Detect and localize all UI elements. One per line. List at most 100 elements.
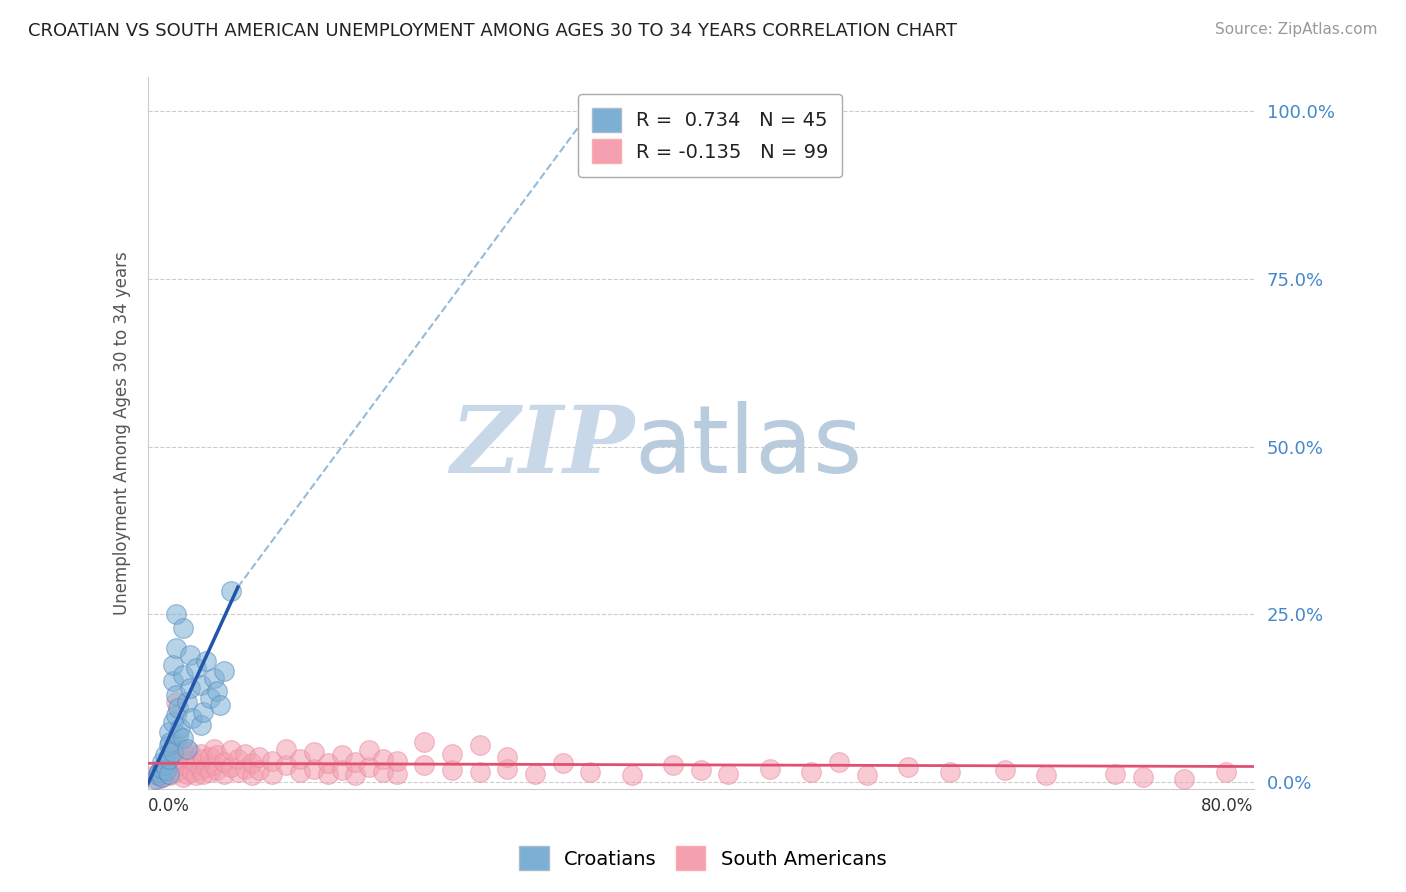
- Point: [157, 763, 180, 777]
- Point: [579, 103, 602, 118]
- Point: [186, 661, 208, 675]
- Point: [855, 768, 877, 782]
- Point: [155, 758, 177, 772]
- Point: [165, 688, 187, 702]
- Point: [496, 749, 519, 764]
- Point: [181, 711, 204, 725]
- Point: [344, 768, 367, 782]
- Point: [800, 764, 823, 779]
- Point: [1215, 764, 1237, 779]
- Point: [288, 751, 311, 765]
- Point: [162, 748, 184, 763]
- Point: [1173, 772, 1195, 786]
- Point: [150, 762, 173, 776]
- Point: [143, 768, 166, 782]
- Point: [262, 754, 284, 768]
- Point: [193, 767, 215, 781]
- Point: [219, 583, 242, 598]
- Point: [165, 708, 187, 723]
- Point: [524, 767, 547, 781]
- Point: [186, 756, 208, 771]
- Point: [190, 763, 212, 777]
- Point: [662, 758, 685, 772]
- Point: [385, 754, 408, 768]
- Point: [159, 768, 181, 782]
- Legend: Croatians, South Americans: Croatians, South Americans: [512, 838, 894, 878]
- Point: [496, 762, 519, 776]
- Point: [212, 767, 235, 781]
- Point: [165, 640, 187, 655]
- Point: [359, 743, 381, 757]
- Point: [330, 763, 353, 777]
- Point: [717, 767, 740, 781]
- Point: [150, 755, 173, 769]
- Point: [157, 738, 180, 752]
- Point: [219, 743, 242, 757]
- Point: [150, 770, 173, 784]
- Point: [371, 764, 394, 779]
- Point: [162, 745, 184, 759]
- Point: [212, 755, 235, 769]
- Point: [157, 724, 180, 739]
- Point: [167, 728, 190, 742]
- Point: [276, 741, 298, 756]
- Point: [159, 735, 181, 749]
- Point: [1132, 770, 1154, 784]
- Point: [179, 681, 201, 695]
- Point: [181, 764, 204, 779]
- Point: [165, 755, 187, 769]
- Point: [167, 751, 190, 765]
- Point: [316, 756, 339, 771]
- Point: [204, 758, 226, 772]
- Text: ZIP: ZIP: [450, 402, 634, 492]
- Point: [204, 741, 226, 756]
- Point: [195, 654, 218, 668]
- Point: [205, 763, 228, 777]
- Point: [172, 731, 194, 746]
- Point: [172, 758, 194, 772]
- Point: [233, 762, 256, 776]
- Point: [247, 749, 270, 764]
- Point: [413, 735, 436, 749]
- Point: [162, 657, 184, 672]
- Point: [344, 755, 367, 769]
- Point: [186, 768, 208, 782]
- Point: [167, 701, 190, 715]
- Text: Source: ZipAtlas.com: Source: ZipAtlas.com: [1215, 22, 1378, 37]
- Point: [288, 764, 311, 779]
- Y-axis label: Unemployment Among Ages 30 to 34 years: Unemployment Among Ages 30 to 34 years: [114, 252, 131, 615]
- Point: [330, 748, 353, 763]
- Point: [193, 751, 215, 765]
- Point: [233, 747, 256, 761]
- Point: [146, 768, 169, 782]
- Point: [240, 768, 263, 782]
- Text: atlas: atlas: [634, 401, 863, 493]
- Point: [162, 674, 184, 689]
- Point: [179, 762, 201, 776]
- Point: [994, 763, 1017, 777]
- Point: [200, 691, 222, 706]
- Point: [441, 747, 464, 761]
- Point: [146, 772, 169, 786]
- Point: [302, 762, 325, 776]
- Point: [468, 764, 491, 779]
- Point: [759, 762, 782, 776]
- Point: [190, 678, 212, 692]
- Point: [190, 747, 212, 761]
- Point: [219, 760, 242, 774]
- Point: [262, 767, 284, 781]
- Point: [240, 756, 263, 771]
- Point: [620, 768, 643, 782]
- Point: [169, 722, 191, 736]
- Point: [150, 770, 173, 784]
- Point: [828, 755, 851, 769]
- Point: [371, 751, 394, 765]
- Text: CROATIAN VS SOUTH AMERICAN UNEMPLOYMENT AMONG AGES 30 TO 34 YEARS CORRELATION CH: CROATIAN VS SOUTH AMERICAN UNEMPLOYMENT …: [28, 22, 957, 40]
- Point: [205, 748, 228, 763]
- Point: [179, 648, 201, 662]
- Point: [897, 760, 920, 774]
- Point: [143, 772, 166, 786]
- Point: [276, 758, 298, 772]
- Point: [441, 763, 464, 777]
- Point: [195, 760, 218, 774]
